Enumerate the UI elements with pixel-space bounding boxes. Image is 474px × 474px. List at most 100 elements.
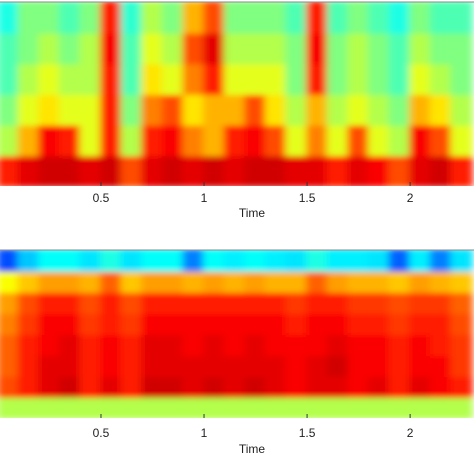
cell [285, 62, 309, 95]
cell [429, 396, 453, 418]
cell [450, 250, 473, 272]
cell [161, 2, 185, 34]
cell [0, 93, 20, 126]
cell [367, 2, 391, 34]
cell [17, 31, 41, 65]
x-tick-label: 1.5 [299, 426, 316, 440]
cell [244, 333, 267, 356]
cell [182, 2, 206, 34]
cell [264, 375, 288, 398]
cell [244, 375, 267, 398]
cell [161, 250, 185, 272]
cell [58, 333, 82, 356]
cell [17, 375, 41, 398]
cell [99, 250, 123, 272]
cell [244, 354, 267, 377]
cell [17, 333, 41, 356]
cell [58, 375, 82, 398]
cell [58, 354, 82, 377]
cell [450, 270, 473, 293]
cell [409, 62, 432, 95]
cell [99, 291, 123, 314]
cell [223, 312, 247, 335]
cell [326, 333, 350, 356]
cell [99, 154, 123, 186]
cell [79, 396, 102, 418]
cell [429, 2, 453, 34]
cell [203, 123, 226, 157]
cell [450, 123, 473, 157]
cell [58, 93, 82, 126]
cell [450, 291, 473, 314]
x-tick-label: 2 [407, 426, 414, 440]
cell [0, 270, 20, 293]
cell [347, 375, 370, 398]
cell [141, 31, 164, 65]
cell [79, 31, 102, 65]
cell [367, 396, 391, 418]
cell [367, 291, 391, 314]
cell [182, 333, 206, 356]
cell [38, 333, 61, 356]
cell [141, 354, 164, 377]
cell [120, 154, 144, 186]
cell [0, 2, 20, 34]
cell [120, 354, 144, 377]
cell [347, 250, 370, 272]
cell [38, 250, 61, 272]
cell [38, 123, 61, 157]
cell [203, 312, 226, 335]
cell [347, 333, 370, 356]
cell [326, 123, 350, 157]
cell [79, 123, 102, 157]
cell [388, 93, 412, 126]
cell [306, 291, 329, 314]
cell [306, 354, 329, 377]
cell [429, 62, 453, 95]
cell [429, 291, 453, 314]
cell [367, 93, 391, 126]
cell [161, 93, 185, 126]
cell [388, 123, 412, 157]
cell [285, 154, 309, 186]
cell [58, 154, 82, 186]
cell [79, 270, 102, 293]
cell [264, 93, 288, 126]
cell [17, 396, 41, 418]
cell [182, 312, 206, 335]
cell [161, 123, 185, 157]
cell [388, 375, 412, 398]
x-axis-label: Time [239, 442, 266, 456]
cell [244, 93, 267, 126]
cell [347, 270, 370, 293]
cell [120, 270, 144, 293]
cell [17, 312, 41, 335]
cell [264, 62, 288, 95]
cell [223, 154, 247, 186]
cell [326, 62, 350, 95]
cell [223, 93, 247, 126]
cell [182, 154, 206, 186]
x-tick-label: 0.5 [93, 191, 110, 205]
cell [58, 312, 82, 335]
cell [450, 93, 473, 126]
x-tick-label: 1 [201, 191, 208, 205]
cell [182, 123, 206, 157]
cell [306, 93, 329, 126]
cell [223, 396, 247, 418]
cell [58, 31, 82, 65]
cell [347, 62, 370, 95]
cell [203, 250, 226, 272]
cell [17, 2, 41, 34]
cell [409, 312, 432, 335]
cell [367, 154, 391, 186]
cell [79, 354, 102, 377]
cell [0, 312, 20, 335]
cell [367, 375, 391, 398]
cell [306, 396, 329, 418]
cell [450, 396, 473, 418]
cell [306, 62, 329, 95]
cell [264, 333, 288, 356]
cell [409, 93, 432, 126]
